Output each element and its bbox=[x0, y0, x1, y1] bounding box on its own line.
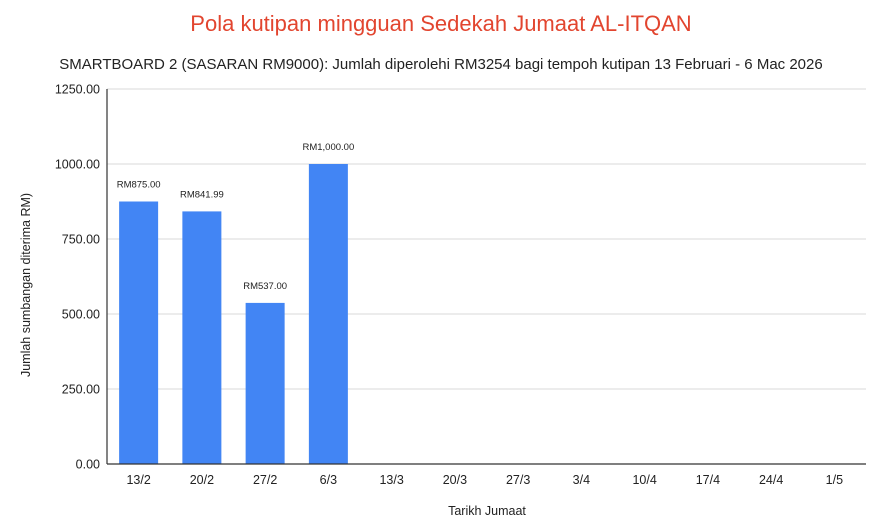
gridlines bbox=[107, 88, 866, 390]
y-tick-label: 500.00 bbox=[62, 308, 100, 322]
x-tick-label: 6/3 bbox=[320, 473, 337, 487]
y-tick-label: 1000.00 bbox=[55, 158, 100, 172]
y-axis-title: Jumlah sumbangan diterima RM) bbox=[19, 193, 33, 377]
data-labels: RM875.00 RM841.99 RM537.00 RM1,000.00 bbox=[117, 142, 355, 292]
data-label: RM875.00 bbox=[117, 180, 161, 191]
y-tick-label: 1250.00 bbox=[55, 83, 100, 97]
data-label: RM1,000.00 bbox=[302, 142, 354, 153]
bar bbox=[308, 164, 348, 464]
data-label: RM537.00 bbox=[243, 281, 287, 292]
chart-title: Pola kutipan mingguan Sedekah Jumaat AL-… bbox=[190, 11, 691, 36]
x-tick-label: 1/5 bbox=[826, 473, 843, 487]
y-axis-ticks: 0.00 250.00 500.00 750.00 1000.00 1250.00 bbox=[55, 83, 100, 472]
x-tick-label: 27/2 bbox=[253, 473, 277, 487]
bar bbox=[119, 201, 159, 464]
x-axis-ticks: 13/2 20/2 27/2 6/3 13/3 20/3 27/3 3/4 10/4 17/4 24… bbox=[126, 473, 843, 487]
x-axis-title: Tarikh Jumaat bbox=[448, 504, 526, 518]
x-tick-label: 17/4 bbox=[696, 473, 720, 487]
chart-subtitle: SMARTBOARD 2 (SASARAN RM9000): Jumlah di… bbox=[59, 56, 822, 73]
y-tick-label: 750.00 bbox=[62, 233, 100, 247]
bar bbox=[245, 302, 285, 464]
bar bbox=[182, 211, 222, 464]
x-tick-label: 20/3 bbox=[443, 473, 467, 487]
x-tick-label: 20/2 bbox=[190, 473, 214, 487]
bars bbox=[119, 164, 348, 464]
y-tick-label: 250.00 bbox=[62, 383, 100, 397]
x-tick-label: 27/3 bbox=[506, 473, 530, 487]
y-tick-label: 0.00 bbox=[76, 458, 100, 472]
x-tick-label: 13/3 bbox=[379, 473, 403, 487]
x-tick-label: 10/4 bbox=[632, 473, 656, 487]
x-tick-label: 13/2 bbox=[126, 473, 150, 487]
x-tick-label: 3/4 bbox=[573, 473, 590, 487]
data-label: RM841.99 bbox=[180, 189, 224, 200]
x-tick-label: 24/4 bbox=[759, 473, 783, 487]
